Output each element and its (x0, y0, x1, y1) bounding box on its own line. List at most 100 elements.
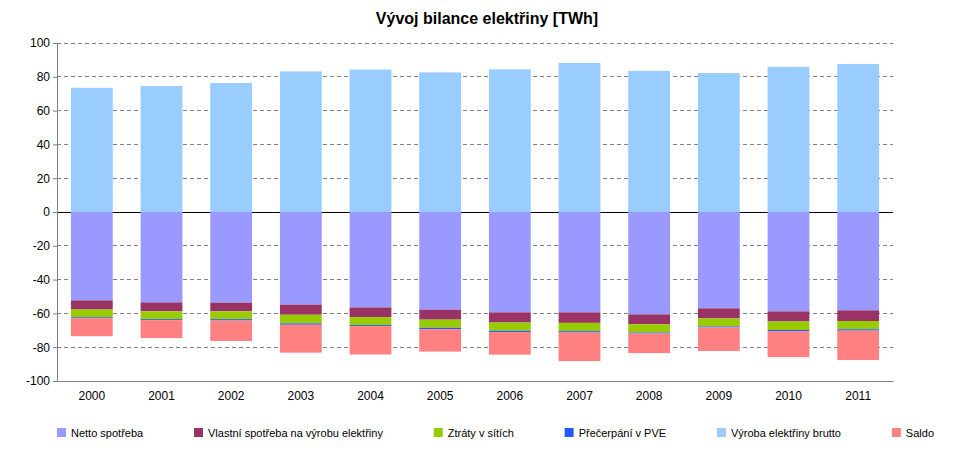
legend-swatch (194, 428, 203, 437)
x-tick-label: 2002 (218, 389, 245, 403)
x-tick-label: 2004 (357, 389, 384, 403)
bar-segment (698, 326, 740, 327)
x-axis: 2000200120022003200420052006200720082009… (58, 381, 894, 403)
bar-segment (350, 317, 392, 325)
y-tick-mark (53, 212, 57, 213)
y-tick-mark (53, 77, 57, 78)
bar-segment (210, 320, 252, 340)
x-tick-label: 2010 (775, 389, 802, 403)
bar-segment (628, 71, 670, 212)
bar-segment (559, 331, 601, 332)
bar-segment (698, 73, 740, 212)
y-tick-mark (53, 347, 57, 348)
x-tick-label: 2001 (148, 389, 175, 403)
bar-segment (837, 321, 879, 329)
bar-segment (280, 305, 322, 315)
bar-segment (559, 323, 601, 331)
bar-segment (350, 70, 392, 212)
y-tick-mark (53, 246, 57, 247)
y-tick-label: -40 (33, 273, 51, 287)
bar-segment (419, 310, 461, 320)
x-tick: 2011 (845, 381, 871, 403)
legend-item: Netto spotřeba (57, 427, 144, 439)
bar-segment (210, 212, 252, 303)
grid-line (57, 43, 893, 44)
x-tick: 2005 (427, 381, 454, 403)
bar-segment (768, 330, 810, 331)
bar-segment (71, 300, 113, 309)
bar-segment (837, 331, 879, 360)
bar-segment (837, 64, 879, 212)
bar-segment (768, 311, 810, 321)
x-tick: 2006 (496, 381, 523, 403)
y-tick: 40 (37, 138, 57, 152)
x-tick-label: 2005 (427, 389, 454, 403)
x-tick: 2009 (705, 381, 732, 403)
x-tick: 2007 (566, 381, 593, 403)
bar-segment (628, 212, 670, 314)
bar-segment (210, 303, 252, 312)
legend-label: Netto spotřeba (71, 427, 144, 439)
bars (71, 63, 879, 361)
y-tick: -60 (33, 307, 57, 321)
legend-label: Výroba elektřiny brutto (731, 427, 841, 439)
y-tick: 20 (37, 172, 57, 186)
bar-segment (71, 317, 113, 318)
legend-item: Ztráty v sítích (434, 427, 514, 439)
bar-segment (489, 323, 531, 331)
plot: -100-80-60-40-20020406080100200020012002… (26, 36, 894, 402)
x-tick: 2002 (218, 381, 245, 403)
bar-segment (628, 334, 670, 354)
bar-segment (837, 329, 879, 330)
y-tick-label: 40 (37, 138, 51, 152)
bar-segment (698, 212, 740, 308)
bar-segment (628, 332, 670, 333)
bar-segment (141, 86, 183, 212)
x-tick-label: 2011 (845, 389, 871, 403)
y-tick-label: -60 (33, 307, 51, 321)
y-tick: -40 (33, 273, 57, 287)
bar-segment (628, 324, 670, 332)
bar-segment (71, 212, 113, 300)
y-tick: 0 (43, 205, 57, 219)
legend-item: Výroba elektřiny brutto (717, 427, 841, 439)
bar-segment (768, 67, 810, 212)
bar-segment (628, 314, 670, 324)
bar-segment (280, 325, 322, 353)
bar-segment (280, 71, 322, 212)
x-tick: 2001 (148, 381, 175, 403)
bar-segment (698, 318, 740, 326)
grid (57, 43, 893, 381)
bar-segment (419, 212, 461, 310)
bar-segment (280, 212, 322, 305)
legend-swatch (717, 428, 726, 437)
y-tick-label: -100 (26, 374, 50, 388)
bar-segment (141, 212, 183, 302)
bar-segment (559, 212, 601, 312)
bar-segment (489, 69, 531, 212)
y-tick-mark (53, 111, 57, 112)
bar-segment (698, 308, 740, 318)
y-axis-line (53, 44, 58, 382)
bar-segment (559, 63, 601, 212)
x-tick-label: 2007 (566, 389, 593, 403)
y-tick: -100 (26, 374, 57, 388)
bar-segment (280, 315, 322, 324)
x-tick: 2003 (287, 381, 314, 403)
bar-segment (350, 307, 392, 317)
bar-segment (419, 72, 461, 212)
bar-segment (768, 212, 810, 311)
x-tick-label: 2009 (705, 389, 732, 403)
bar-segment (489, 212, 531, 312)
y-tick: -80 (33, 341, 57, 355)
legend-label: Ztráty v sítích (448, 427, 514, 439)
legend-swatch (892, 428, 901, 437)
bar-segment (559, 312, 601, 322)
y-tick-label: 60 (37, 104, 51, 118)
legend: Netto spotřebaVlastní spotřeba na výrobu… (57, 427, 934, 439)
bar-segment (419, 328, 461, 329)
y-tick-mark (53, 178, 57, 179)
y-tick-mark (53, 144, 57, 145)
legend-label: Přečerpání v PVE (579, 427, 666, 439)
legend-item: Saldo (892, 427, 934, 439)
